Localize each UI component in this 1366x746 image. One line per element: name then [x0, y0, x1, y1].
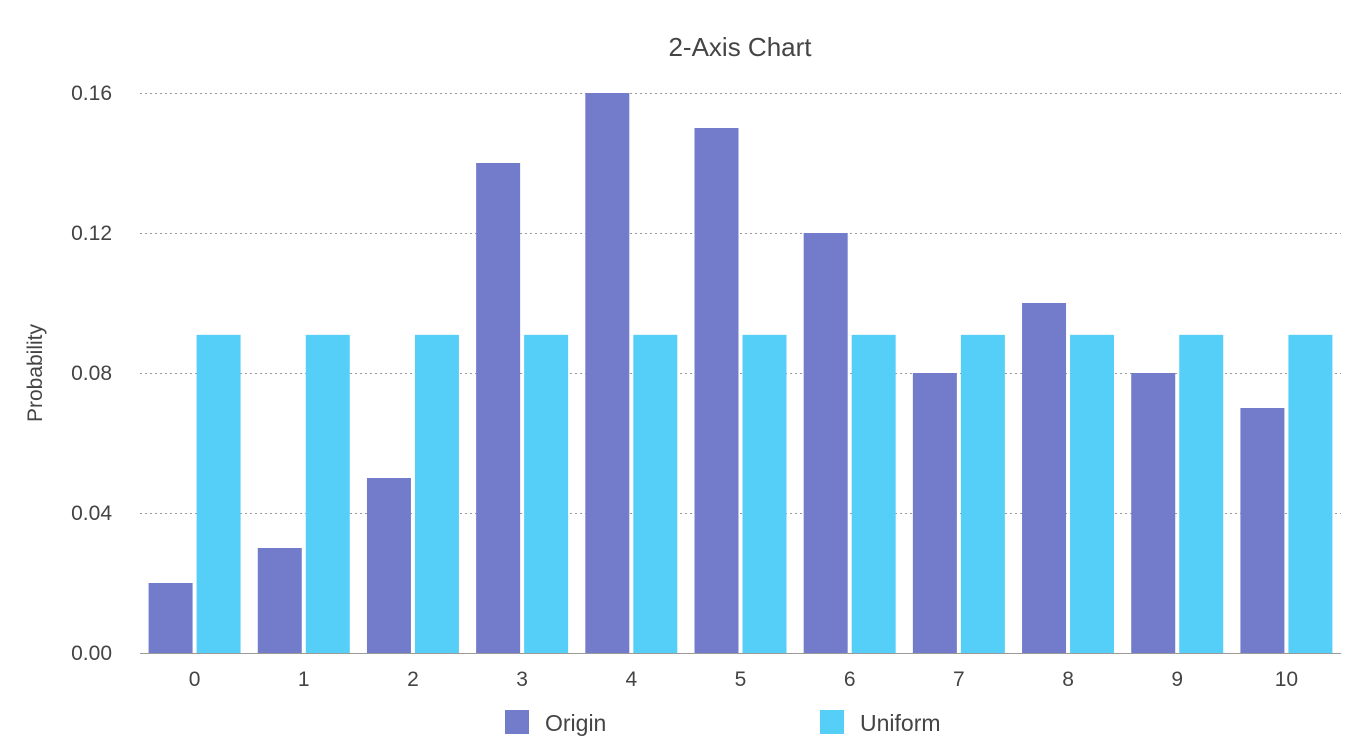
bar-origin-6 — [803, 233, 848, 653]
x-tick-label: 1 — [298, 668, 310, 691]
bar-origin-10 — [1240, 408, 1285, 653]
x-tick-label: 4 — [625, 668, 637, 691]
bar-uniform-0 — [196, 334, 241, 653]
legend-swatch-uniform — [820, 710, 844, 734]
y-tick-label: 0.08 — [71, 362, 112, 385]
y-axis-label: Probability — [24, 323, 47, 422]
bar-uniform-10 — [1288, 334, 1333, 653]
bar-origin-0 — [148, 583, 193, 653]
x-tick-label: 9 — [1171, 668, 1183, 691]
bars — [148, 93, 1333, 653]
bar-uniform-7 — [960, 334, 1005, 653]
bar-origin-9 — [1131, 373, 1176, 653]
bar-origin-5 — [694, 128, 739, 653]
y-tick-label: 0.12 — [71, 222, 112, 245]
legend-swatch-origin — [505, 710, 529, 734]
y-axis-ticks: 0.00 0.04 0.08 0.12 0.16 — [71, 82, 112, 665]
bar-uniform-8 — [1070, 334, 1115, 653]
bar-uniform-6 — [851, 334, 896, 653]
bar-uniform-9 — [1179, 334, 1224, 653]
x-tick-label: 7 — [953, 668, 965, 691]
bar-origin-3 — [476, 163, 521, 653]
legend-label-origin: Origin — [545, 710, 606, 736]
bar-uniform-5 — [742, 334, 787, 653]
x-tick-label: 10 — [1275, 668, 1298, 691]
x-axis-ticks: 0 1 2 3 4 5 6 7 8 9 10 — [189, 668, 1298, 691]
y-tick-label: 0.00 — [71, 642, 112, 665]
bar-origin-7 — [912, 373, 957, 653]
x-tick-label: 2 — [407, 668, 419, 691]
x-tick-label: 5 — [735, 668, 747, 691]
x-tick-label: 0 — [189, 668, 201, 691]
bar-uniform-3 — [524, 334, 569, 653]
legend: Origin Uniform — [505, 710, 941, 736]
bar-origin-2 — [366, 478, 411, 653]
bar-uniform-2 — [414, 334, 459, 653]
bar-origin-4 — [585, 93, 630, 653]
y-tick-label: 0.04 — [71, 502, 112, 525]
x-tick-label: 6 — [844, 668, 856, 691]
chart-title: 2-Axis Chart — [668, 32, 812, 62]
bar-origin-8 — [1022, 303, 1067, 653]
y-tick-label: 0.16 — [71, 82, 112, 105]
bar-uniform-4 — [633, 334, 678, 653]
x-tick-label: 8 — [1062, 668, 1074, 691]
legend-label-uniform: Uniform — [860, 710, 941, 736]
bar-uniform-1 — [305, 334, 350, 653]
x-tick-label: 3 — [516, 668, 528, 691]
bar-origin-1 — [257, 548, 302, 653]
